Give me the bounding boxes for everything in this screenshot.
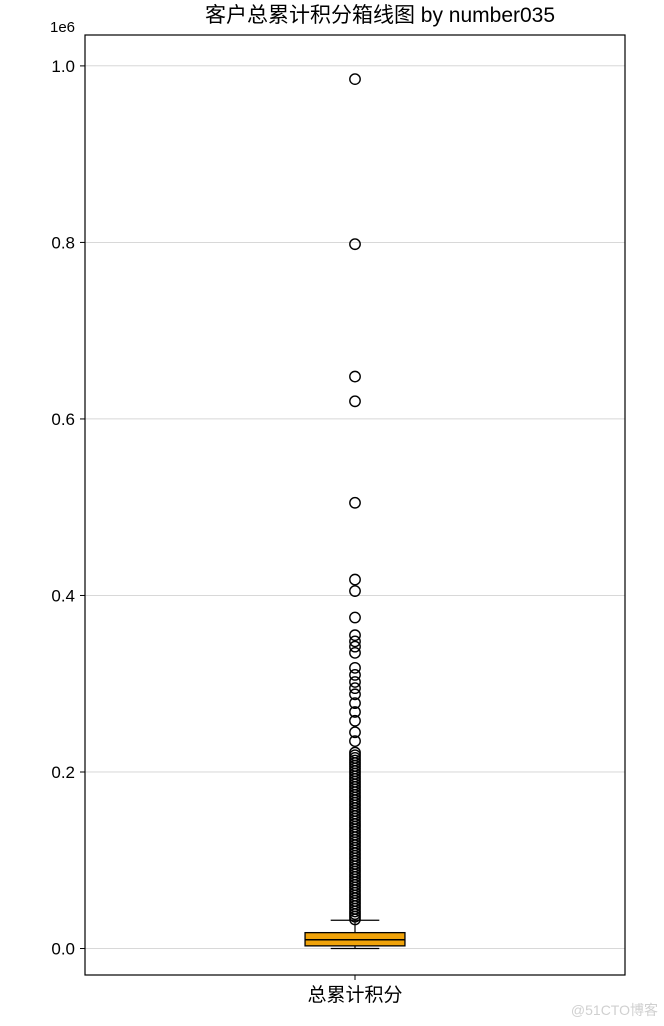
- chart-container: 客户总累计积分箱线图 by number035 1e6 0.0 0.2 0.4 0.6 0.…: [0, 0, 664, 1026]
- outliers: [350, 74, 360, 925]
- outlier-point: [350, 663, 360, 673]
- y-tick-label: 0.6: [51, 410, 75, 429]
- outlier-point: [350, 239, 360, 249]
- outlier-point: [350, 612, 360, 622]
- outlier-point: [350, 648, 360, 658]
- outlier-point: [350, 683, 360, 693]
- y-axis-exponent: 1e6: [50, 19, 75, 36]
- chart-title: 客户总累计积分箱线图 by number035: [205, 4, 555, 27]
- outlier-point: [350, 371, 360, 381]
- outlier-point: [350, 630, 360, 640]
- y-tick-label: 0.2: [51, 763, 75, 782]
- outlier-point: [350, 74, 360, 84]
- x-tick-label: 总累计积分: [307, 984, 402, 1006]
- outlier-point: [350, 396, 360, 406]
- boxplot-chart: 客户总累计积分箱线图 by number035 1e6 0.0 0.2 0.4 0.6 0.…: [0, 0, 664, 1026]
- y-tick-label: 0.0: [51, 940, 75, 959]
- outlier-point: [350, 498, 360, 508]
- y-tick-label: 0.4: [51, 586, 75, 605]
- outlier-point: [350, 586, 360, 596]
- y-tick-label: 0.8: [51, 233, 75, 252]
- y-tick-label: 1.0: [51, 57, 75, 76]
- outlier-point: [350, 574, 360, 584]
